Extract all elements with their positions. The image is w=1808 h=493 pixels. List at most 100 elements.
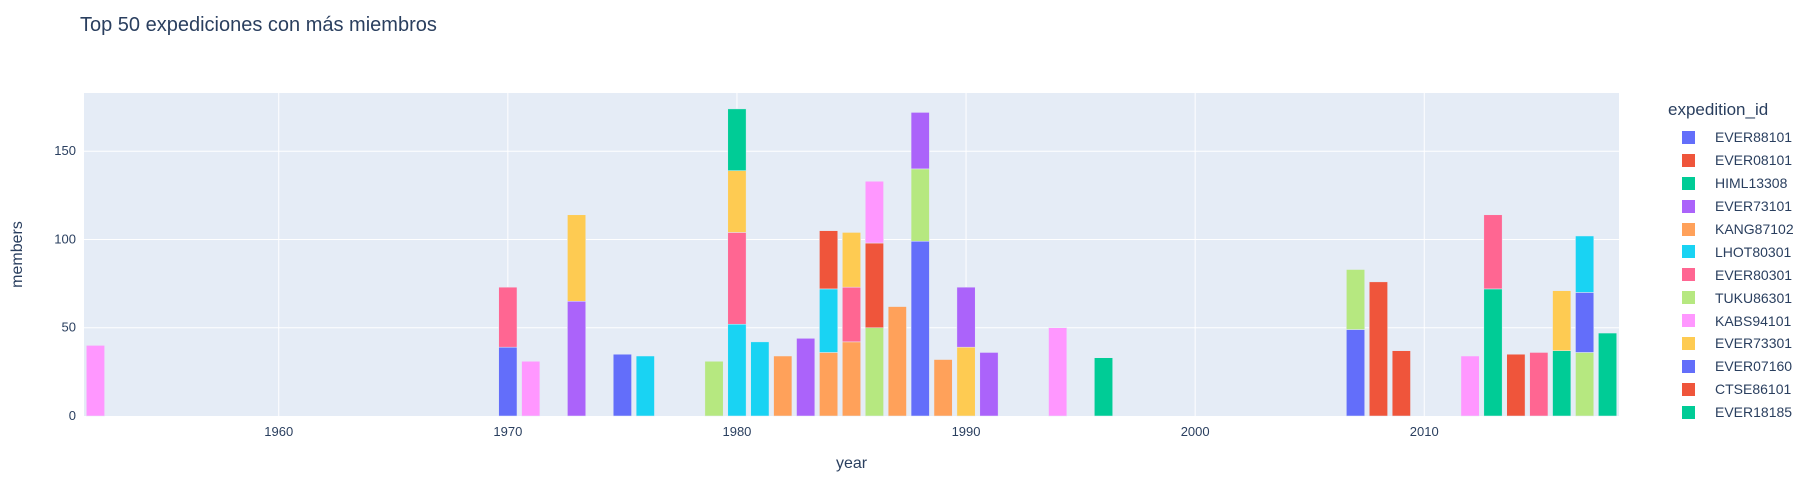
bar-1979-segment-1[interactable] [704,361,724,417]
legend-swatch [1682,405,1695,419]
bar-1984-segment-1[interactable] [819,352,839,417]
legend-label: EVER73301 [1715,335,1793,352]
legend-item-EVER73101[interactable]: EVER73101 [1668,195,1808,218]
bar-1980-segment-3[interactable] [727,170,747,233]
bar-1980-segment-1[interactable] [727,323,747,417]
legend-label: EVER88101 [1715,129,1793,146]
legend-swatch [1682,199,1695,213]
legend-item-EVER08101[interactable]: EVER08101 [1668,149,1808,172]
legend-item-CTSE86101[interactable]: CTSE86101 [1668,378,1808,401]
bar-1988-segment-2[interactable] [910,168,930,242]
legend-label: EVER73101 [1715,198,1793,215]
bar-1996-segment-1[interactable] [1094,357,1113,417]
bar-1989-segment-1[interactable] [933,359,953,417]
bar-1994-segment-1[interactable] [1048,327,1068,417]
x-tick-1960: 1960 [264,424,293,439]
bar-1990-segment-1[interactable] [956,346,976,417]
bar-1980-segment-2[interactable] [727,232,747,325]
chart-title: Top 50 expediciones con más miembros [80,14,437,36]
bar-1986-segment-2[interactable] [864,242,884,328]
bar-1982-segment-1[interactable] [773,355,793,417]
bar-2014-segment-1[interactable] [1506,353,1526,417]
bar-2016-segment-2[interactable] [1552,290,1572,351]
bar-2008-segment-1[interactable] [1369,281,1388,417]
bar-1976-segment-1[interactable] [635,355,655,417]
bar-2015-segment-1[interactable] [1529,352,1549,417]
bar-1987-segment-1[interactable] [887,306,907,417]
bar-1975-segment-1[interactable] [612,353,632,417]
legend-item-EVER07160[interactable]: EVER07160 [1668,355,1808,378]
x-tick-2010: 2010 [1410,424,1439,439]
bar-2012-segment-1[interactable] [1460,355,1480,417]
legend-title: expedition_id [1668,100,1769,119]
bar-1983-segment-1[interactable] [796,338,816,417]
bar-2013-segment-1[interactable] [1483,288,1503,417]
legend-swatch [1682,359,1695,373]
bar-1973-segment-2[interactable] [567,214,586,302]
bar-1986-segment-3[interactable] [864,181,884,244]
legend-item-LHOT80301[interactable]: LHOT80301 [1668,240,1808,263]
y-tick-100: 100 [54,231,76,246]
legend-label: HIML13308 [1715,175,1788,192]
x-tick-2000: 2000 [1181,424,1210,439]
legend: expedition_id EVER88101 EVER08101 HIML1330… [1668,100,1808,424]
bar-2016-segment-1[interactable] [1552,350,1572,417]
bar-2017-segment-3[interactable] [1575,235,1595,293]
legend-item-KABS94101[interactable]: KABS94101 [1668,309,1808,332]
bar-2009-segment-1[interactable] [1391,350,1411,417]
bar-1970-segment-2[interactable] [498,286,518,348]
legend-swatch [1682,245,1695,259]
legend-label: EVER18185 [1715,404,1793,421]
bar-2007-segment-1[interactable] [1346,329,1365,417]
bar-2017-segment-1[interactable] [1575,352,1595,417]
legend-item-EVER88101[interactable]: EVER88101 [1668,126,1808,149]
legend-label: KABS94101 [1715,312,1792,329]
legend-label: CTSE86101 [1715,381,1792,398]
tick-labels: 0 50 100 150 1960 1970 1980 1990 2000 2010 [54,143,1438,439]
bar-1981-segment-1[interactable] [750,341,770,417]
legend-swatch [1682,268,1695,282]
legend-swatch [1682,314,1695,328]
legend-item-KANG87102[interactable]: KANG87102 [1668,218,1808,241]
legend-label: EVER07160 [1715,358,1793,375]
bar-1984-segment-3[interactable] [819,230,839,290]
y-tick-50: 50 [62,320,76,335]
legend-item-EVER18185[interactable]: EVER18185 [1668,401,1808,424]
bar-2007-segment-2[interactable] [1346,269,1365,330]
bar-1985-segment-1[interactable] [842,341,861,417]
x-tick-1970: 1970 [493,424,522,439]
bar-1980-segment-4[interactable] [727,108,747,171]
bar-1973-segment-1[interactable] [567,301,586,417]
bar-1991-segment-1[interactable] [979,352,999,417]
bar-1984-segment-2[interactable] [819,288,839,353]
legend-swatch [1682,382,1695,396]
bar-1985-segment-2[interactable] [842,286,861,343]
bar-2013-segment-2[interactable] [1483,214,1503,290]
legend-swatch [1682,222,1695,236]
y-tick-150: 150 [54,143,76,158]
legend-swatch [1682,176,1695,190]
legend-swatch [1682,153,1695,167]
bar-1988-segment-3[interactable] [910,112,930,170]
legend-label: LHOT80301 [1715,243,1792,260]
legend-item-TUKU86301[interactable]: TUKU86301 [1668,286,1808,309]
bar-1990-segment-2[interactable] [956,286,976,348]
legend-swatch [1682,291,1695,305]
bar-1952-segment-1[interactable] [86,345,105,417]
legend-label: EVER08101 [1715,152,1793,169]
bar-1986-segment-1[interactable] [864,327,884,417]
legend-swatch [1682,336,1695,350]
legend-item-EVER73301[interactable]: EVER73301 [1668,332,1808,355]
legend-swatch [1682,130,1695,144]
bar-2018-segment-1[interactable] [1598,332,1617,417]
bar-1971-segment-1[interactable] [521,361,541,417]
legend-item-EVER80301[interactable]: EVER80301 [1668,263,1808,286]
x-tick-1990: 1990 [952,424,981,439]
legend-label: KANG87102 [1715,221,1794,237]
bar-1970-segment-1[interactable] [498,346,518,417]
bar-1988-segment-1[interactable] [910,241,930,417]
legend-item-HIML13308[interactable]: HIML13308 [1668,172,1808,195]
bar-2017-segment-2[interactable] [1575,292,1595,353]
bar-1985-segment-3[interactable] [842,232,861,288]
